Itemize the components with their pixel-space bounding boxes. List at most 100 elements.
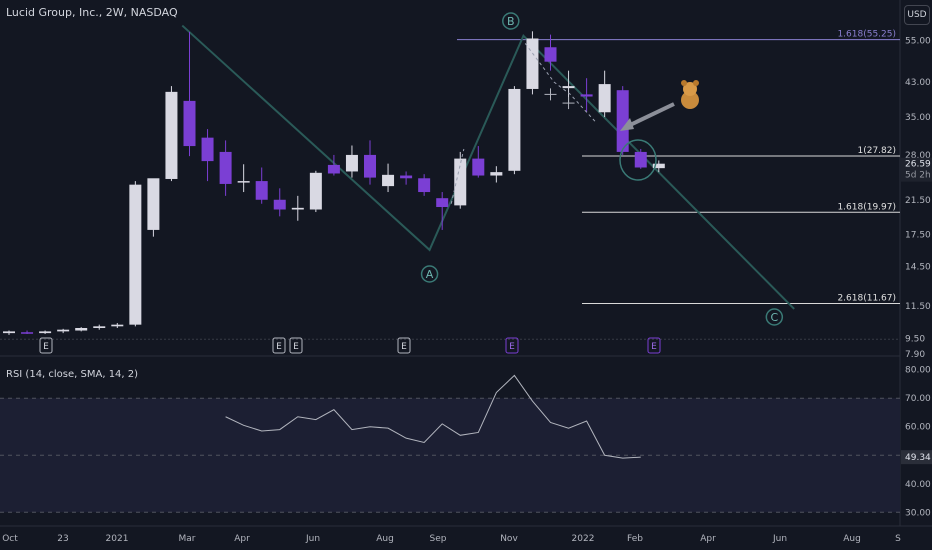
candle-body bbox=[291, 207, 304, 210]
price-axis-tick-label: 11.50 bbox=[905, 302, 931, 312]
time-axis-tick-label: 23 bbox=[57, 534, 68, 544]
wave-label: B bbox=[507, 15, 515, 28]
time-axis-tick-label: Nov bbox=[500, 534, 518, 544]
earnings-marker-label: E bbox=[293, 342, 299, 352]
wave-label-circle bbox=[502, 12, 520, 30]
time-axis-tick-label: Feb bbox=[627, 534, 643, 544]
candle-body bbox=[472, 158, 485, 176]
wave-label-circle bbox=[420, 265, 439, 283]
bear-head bbox=[683, 82, 697, 96]
bear-ear bbox=[693, 80, 699, 86]
candle-body bbox=[418, 178, 431, 193]
candle-body bbox=[237, 181, 250, 183]
candle-body bbox=[526, 38, 539, 89]
candle-body bbox=[382, 174, 395, 187]
price-axis-tick-label: 14.50 bbox=[905, 263, 931, 273]
candle-body bbox=[544, 47, 557, 62]
candle-body bbox=[93, 326, 106, 328]
fib-level-label: 1(27.82) bbox=[857, 146, 896, 156]
candle-body bbox=[255, 181, 268, 200]
candle-body bbox=[616, 90, 629, 152]
earnings-marker-box bbox=[272, 337, 286, 354]
earnings-marker-box bbox=[647, 337, 661, 354]
earnings-marker[interactable]: E bbox=[39, 337, 53, 354]
wave-label-circle bbox=[765, 308, 784, 326]
symbol-title[interactable]: Lucid Group, Inc., 2W, NASDAQ bbox=[6, 6, 178, 19]
price-axis-tick-label: 35.00 bbox=[905, 113, 931, 123]
time-axis-tick-label: Sep bbox=[430, 534, 447, 544]
earnings-marker[interactable]: E bbox=[647, 337, 661, 354]
candle-body bbox=[111, 324, 124, 327]
time-axis-tick-label: 2022 bbox=[572, 534, 595, 544]
wave-label: C bbox=[770, 311, 778, 324]
earnings-marker[interactable]: E bbox=[289, 337, 303, 354]
candle-body bbox=[183, 100, 196, 147]
price-axis-tick-label: 7.90 bbox=[905, 350, 925, 360]
time-axis-tick-label: Jun bbox=[305, 534, 320, 544]
candle-body bbox=[562, 86, 575, 89]
earnings-marker-label: E bbox=[401, 342, 407, 352]
rsi-axis-tick-label: 30.00 bbox=[905, 508, 931, 518]
candle-body bbox=[598, 84, 611, 113]
currency-button[interactable]: USD bbox=[904, 5, 930, 25]
price-axis-tick-label: 9.50 bbox=[905, 334, 925, 344]
candle-body bbox=[201, 137, 214, 162]
price-axis-tick-label: 21.50 bbox=[905, 196, 931, 206]
bear-ear bbox=[681, 80, 687, 86]
fib-level-label: 1.618(55.25) bbox=[837, 30, 896, 40]
candle-body bbox=[490, 172, 503, 176]
teddy-bear-icon bbox=[681, 80, 699, 109]
candle-body bbox=[580, 94, 593, 97]
highlight-circle bbox=[619, 139, 657, 181]
candle-body bbox=[165, 91, 178, 179]
time-axis-tick-label: S bbox=[895, 534, 901, 544]
rsi-indicator-title[interactable]: RSI (14, close, SMA, 14, 2) bbox=[6, 369, 139, 380]
candle-body bbox=[75, 327, 88, 331]
candle-body bbox=[436, 198, 449, 208]
earnings-marker-label: E bbox=[509, 342, 515, 352]
earnings-marker-label: E bbox=[651, 342, 657, 352]
rsi-line bbox=[225, 374, 641, 459]
projection-path bbox=[524, 43, 596, 123]
bar-countdown: 5d 2h bbox=[905, 171, 931, 181]
fib-level-label: 2.618(11.67) bbox=[837, 293, 896, 303]
elliott-wave-line bbox=[181, 24, 795, 310]
candle-body bbox=[21, 332, 34, 334]
current-price-tag bbox=[901, 157, 932, 182]
fib-level-label: 1.618(19.97) bbox=[837, 202, 896, 212]
rsi-axis-tick-label: 70.00 bbox=[905, 394, 931, 404]
earnings-marker[interactable]: E bbox=[272, 337, 286, 354]
earnings-marker-box bbox=[39, 337, 53, 354]
earnings-marker-box bbox=[397, 337, 411, 354]
candle-body bbox=[364, 154, 376, 178]
candle-body bbox=[454, 158, 467, 206]
candle-body bbox=[508, 88, 521, 171]
current-price-value: 26.59 bbox=[905, 160, 931, 170]
annotation-arrow bbox=[627, 102, 675, 128]
earnings-marker-label: E bbox=[276, 342, 282, 352]
rsi-axis-tick-label: 80.00 bbox=[905, 366, 931, 376]
rsi-current-value: 49.34 bbox=[905, 453, 931, 463]
earnings-marker-box bbox=[289, 337, 303, 354]
rsi-axis-tick-label: 60.00 bbox=[905, 423, 931, 433]
price-axis-tick-label: 17.50 bbox=[905, 231, 931, 241]
candle-body bbox=[39, 331, 52, 334]
candle-body bbox=[57, 329, 70, 332]
candle-body bbox=[634, 151, 647, 168]
candle-body bbox=[273, 199, 286, 210]
candle-body bbox=[345, 154, 358, 172]
earnings-marker[interactable]: E bbox=[397, 337, 411, 354]
bear-body bbox=[681, 91, 699, 109]
candle-body bbox=[652, 163, 665, 169]
rsi-value-tag bbox=[901, 450, 932, 465]
earnings-marker-label: E bbox=[43, 342, 49, 352]
price-axis-tick-label: 55.00 bbox=[905, 36, 931, 46]
earnings-marker-box bbox=[505, 337, 519, 354]
wave-label: A bbox=[426, 268, 434, 281]
time-axis-tick-label: Aug bbox=[376, 534, 394, 544]
candle-body bbox=[3, 331, 15, 334]
earnings-marker[interactable]: E bbox=[505, 337, 519, 354]
candle-body bbox=[147, 178, 160, 230]
time-axis-tick-label: Jun bbox=[772, 534, 787, 544]
